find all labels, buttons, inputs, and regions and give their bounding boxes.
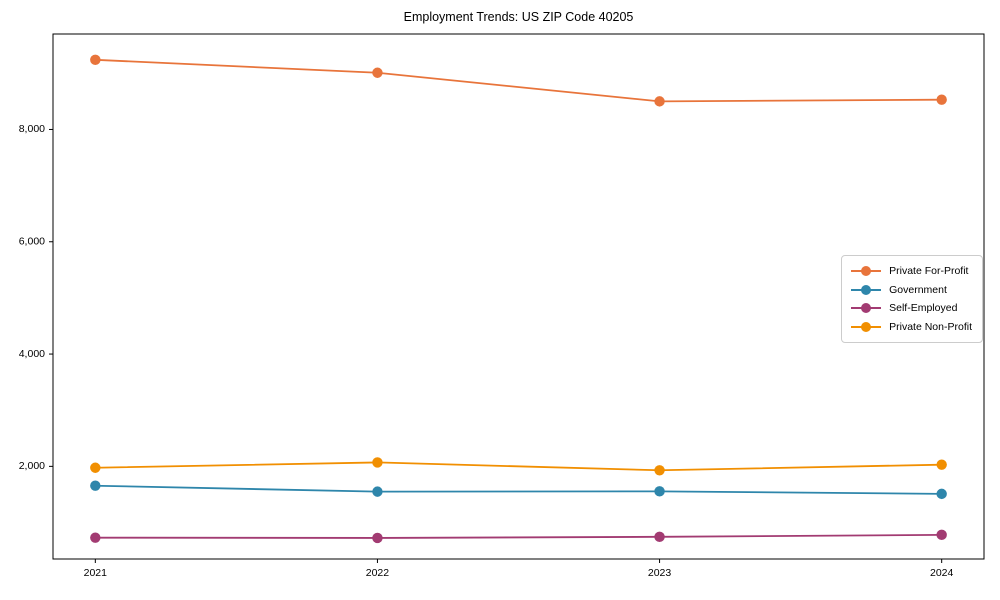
legend-line-marker-icon <box>851 265 882 277</box>
chart-title: Employment Trends: US ZIP Code 40205 <box>403 10 634 24</box>
x-tick-label: 2024 <box>930 567 954 579</box>
x-tick-label: 2021 <box>84 567 108 579</box>
legend-label: Self-Employed <box>889 302 958 315</box>
x-tick-label: 2022 <box>366 567 390 579</box>
legend-item-government[interactable]: Government <box>851 281 972 300</box>
data-point[interactable] <box>654 486 665 497</box>
data-point[interactable] <box>90 480 101 491</box>
legend-item-private-for-profit[interactable]: Private For-Profit <box>851 262 972 281</box>
y-tick-label: 4,000 <box>19 348 45 360</box>
series-line-private-non-profit <box>94 461 943 472</box>
data-point[interactable] <box>372 457 383 468</box>
legend-label: Private For-Profit <box>889 265 969 278</box>
legend-line-marker-icon <box>851 321 882 333</box>
series-line-self-employed <box>94 533 943 539</box>
y-tick-label: 2,000 <box>19 460 45 472</box>
legend: Private For-Profit Government Self-Employe… <box>841 255 983 343</box>
legend-item-self-employed[interactable]: Self-Employed <box>851 299 972 318</box>
data-point[interactable] <box>90 462 101 473</box>
data-point[interactable] <box>654 531 665 543</box>
data-point[interactable] <box>936 488 947 500</box>
data-point[interactable] <box>90 532 101 543</box>
data-point[interactable] <box>936 459 947 470</box>
legend-label: Government <box>889 283 947 296</box>
y-tick-label: 8,000 <box>19 123 45 135</box>
data-point[interactable] <box>90 54 101 66</box>
axes-frame <box>52 33 985 560</box>
legend-line-marker-icon <box>851 284 882 296</box>
series-line-private-for-profit <box>94 58 943 103</box>
x-tick-label: 2023 <box>648 567 672 579</box>
legend-line-marker-icon <box>851 302 882 314</box>
data-point[interactable] <box>936 94 947 105</box>
y-tick-label: 6,000 <box>19 236 45 248</box>
data-point[interactable] <box>936 529 947 541</box>
series-line-government <box>94 484 943 495</box>
legend-item-private-non-profit[interactable]: Private Non-Profit <box>851 318 972 337</box>
data-point[interactable] <box>372 532 383 544</box>
data-point[interactable] <box>372 486 383 497</box>
data-point[interactable] <box>372 67 383 78</box>
legend-label: Private Non-Profit <box>889 320 972 333</box>
data-point[interactable] <box>654 465 665 476</box>
data-point[interactable] <box>654 96 665 107</box>
